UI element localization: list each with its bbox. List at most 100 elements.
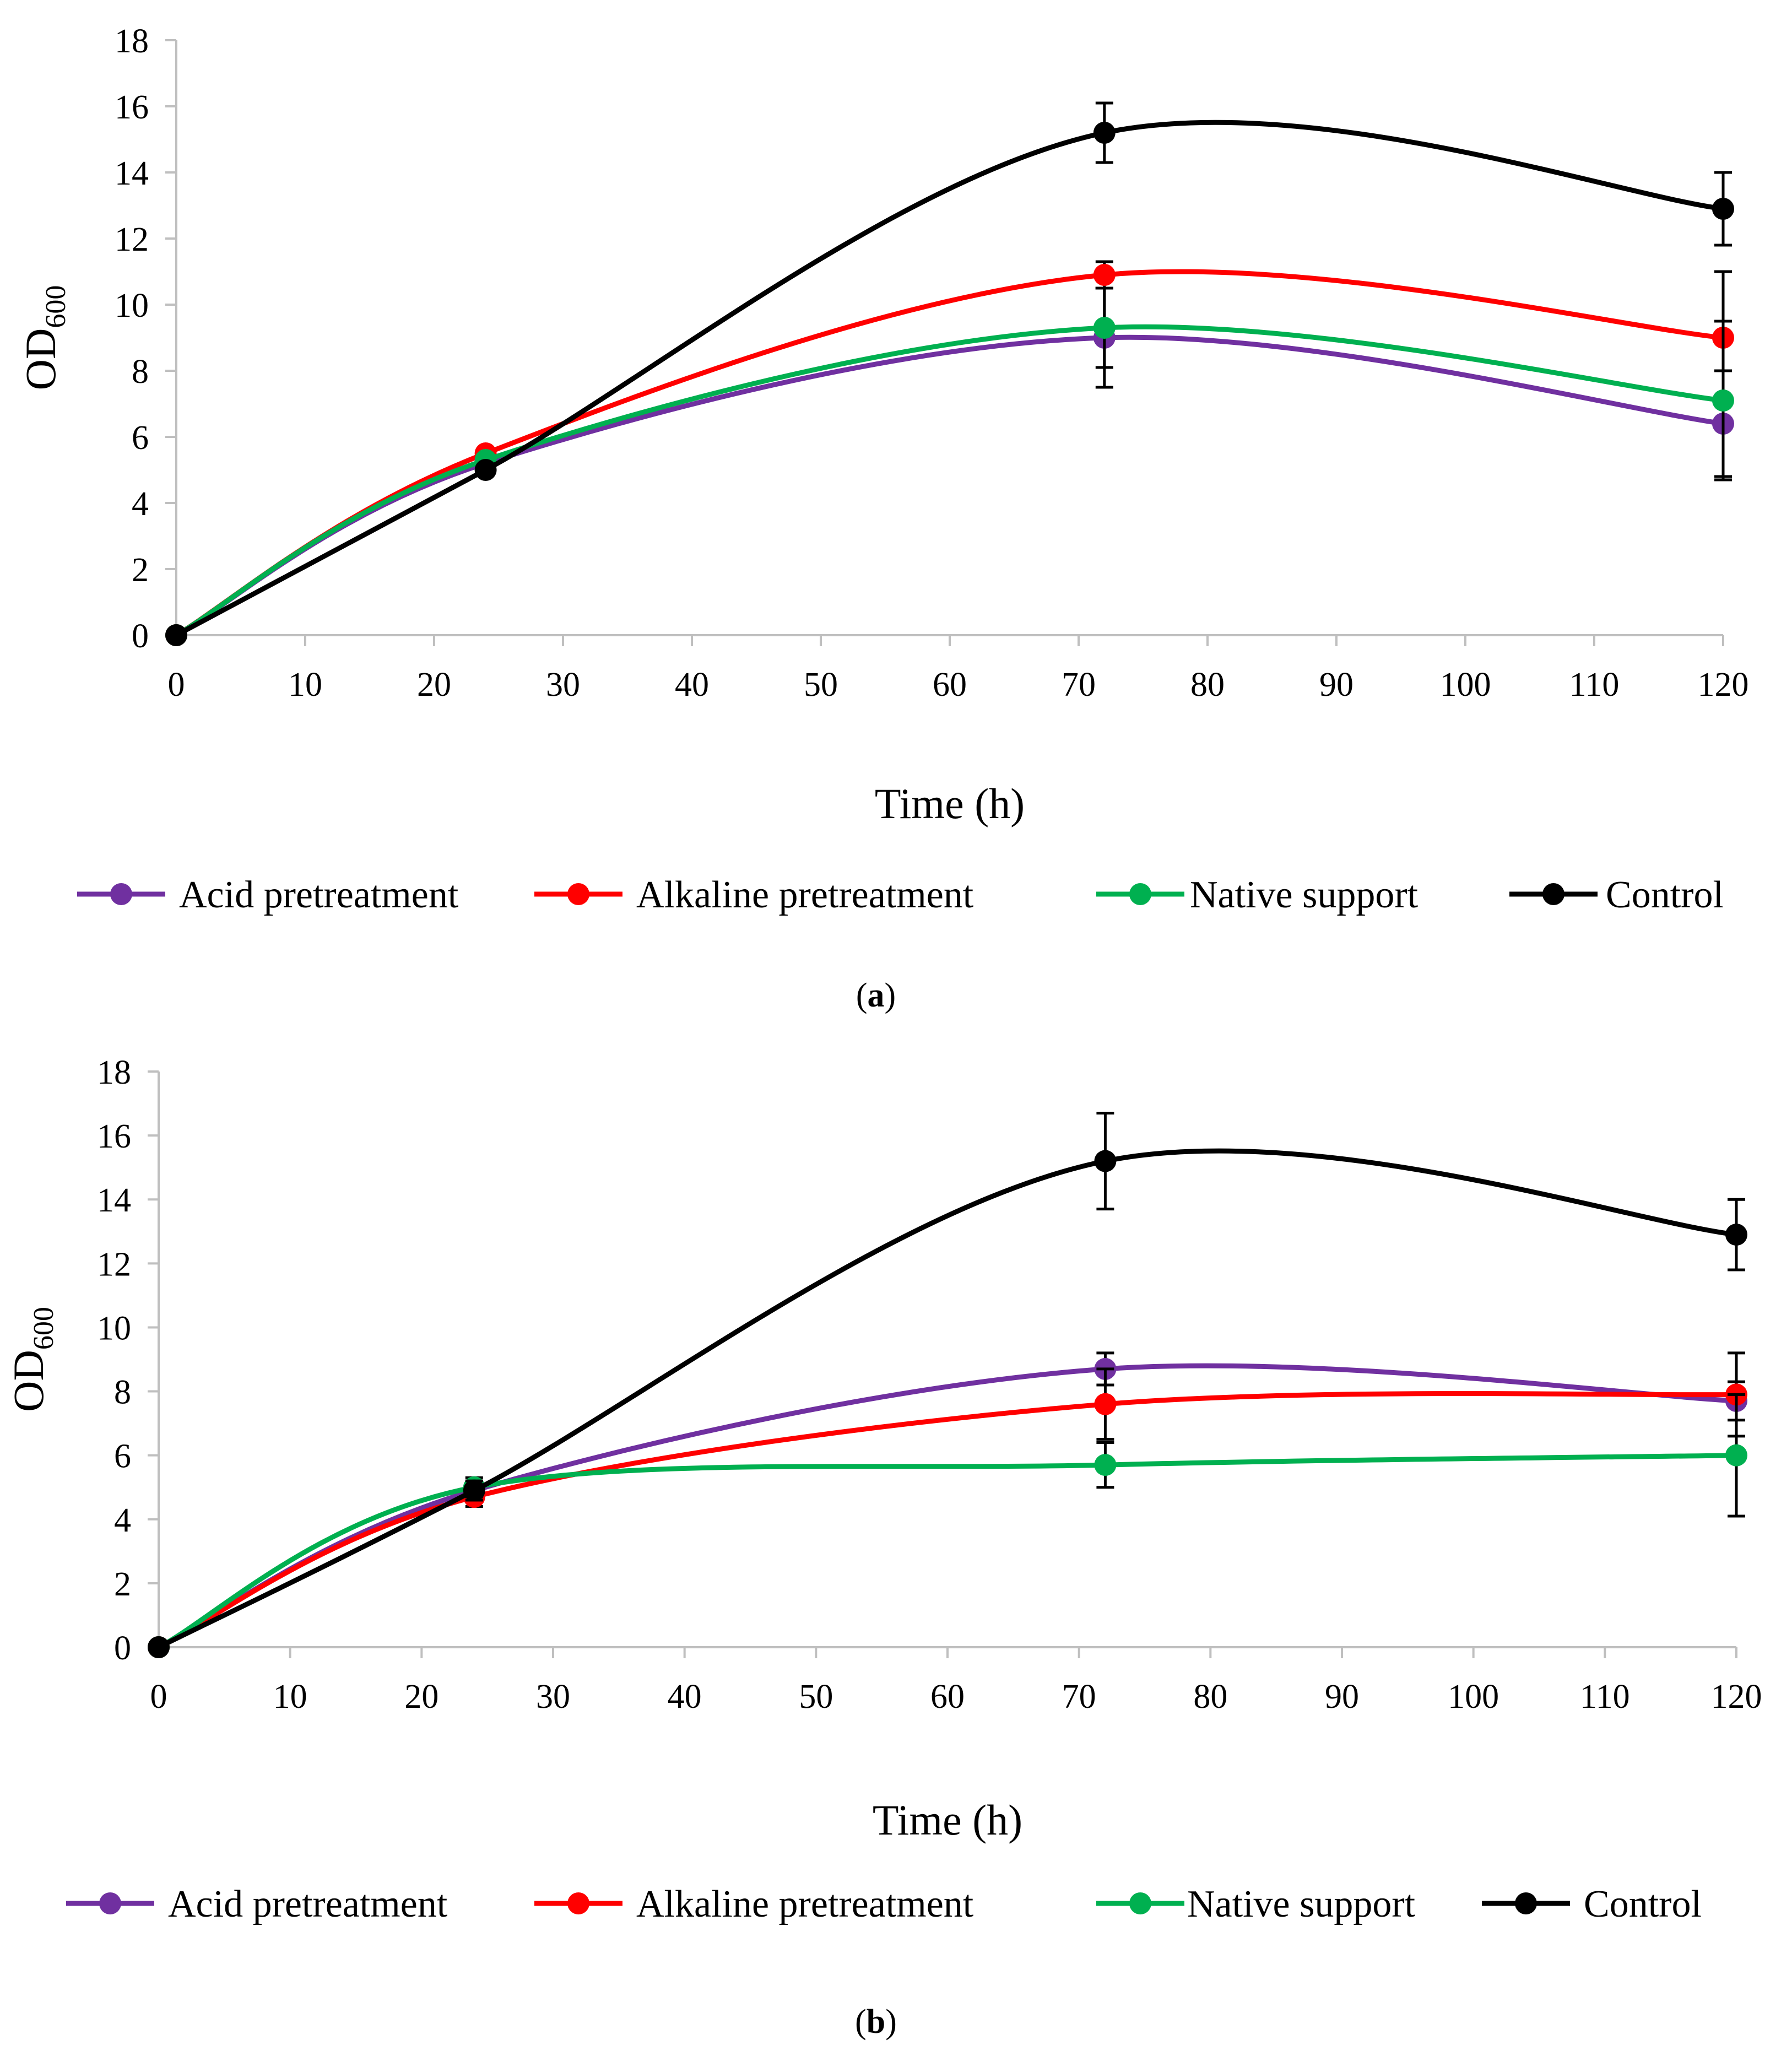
chart-a-legend-marker-alkaline-pretreatment bbox=[567, 883, 589, 905]
chart-b-y-tick-label: 0 bbox=[114, 1630, 131, 1667]
chart-a-x-axis-title: Time (h) bbox=[875, 780, 1025, 827]
chart-b-series-line-alkaline-pretreatment bbox=[156, 1391, 1739, 1650]
chart-a-y-tick-label: 10 bbox=[115, 287, 149, 324]
chart-b-y-tick-label: 12 bbox=[97, 1246, 131, 1283]
chart-a-x-tick-label: 80 bbox=[1190, 666, 1225, 704]
chart-b-series-line-native-support bbox=[156, 1453, 1739, 1650]
chart-b-data-point-native-support bbox=[1094, 1454, 1117, 1476]
chart-b-series-acid-pretreatment bbox=[148, 1351, 1747, 1658]
chart-a-series-line-control bbox=[174, 120, 1726, 638]
chart-b-legend-label-native-support: Native support bbox=[1187, 1883, 1416, 1925]
chart-b-x-axis-title: Time (h) bbox=[873, 1796, 1022, 1844]
chart-a-x-tick-label: 0 bbox=[168, 666, 185, 704]
chart-b-y-axis-title-subscript: 600 bbox=[28, 1307, 59, 1350]
caption-panel-b: (b) bbox=[855, 2003, 897, 2041]
chart-a-x-tick-label: 30 bbox=[546, 666, 580, 704]
chart-b-series-line-acid-pretreatment bbox=[156, 1363, 1739, 1650]
chart-a-legend-item-control: Control bbox=[1509, 874, 1724, 916]
chart-a-y-tick-label: 8 bbox=[132, 353, 149, 391]
chart-a-legend-label-alkaline-pretreatment: Alkaline pretreatment bbox=[636, 874, 974, 916]
chart-a-x-tick-label: 90 bbox=[1319, 666, 1354, 704]
chart-b-legend: Acid pretreatment Alkaline pretreatment Na… bbox=[66, 1883, 1702, 1925]
chart-b-y-axis-title-main: OD bbox=[4, 1350, 52, 1412]
chart-a-axes: 0 2 4 6 8 10 12 14 16 18 0 10 20 30 40 50 60 70 80 90 100 110… bbox=[115, 23, 1749, 704]
chart-b-x-tick-label: 10 bbox=[273, 1678, 307, 1716]
chart-a-legend-marker-native-support bbox=[1129, 883, 1151, 905]
chart-b-y-tick-label: 2 bbox=[114, 1566, 131, 1603]
chart-b-y-tick-label: 16 bbox=[97, 1118, 131, 1155]
chart-a-x-tick-label: 100 bbox=[1440, 666, 1491, 704]
chart-b-series-alkaline-pretreatment bbox=[148, 1351, 1747, 1658]
chart-b-y-tick-label: 6 bbox=[114, 1438, 131, 1475]
chart-a-x-tick-label: 60 bbox=[933, 666, 967, 704]
chart-a-y-tick-label: 4 bbox=[132, 485, 149, 523]
chart-b-series-line-control bbox=[156, 1148, 1739, 1650]
chart-a-series-line-native-support bbox=[174, 324, 1726, 638]
chart-b-x-tick-label: 110 bbox=[1580, 1678, 1630, 1716]
chart-b-x-tick-label: 30 bbox=[536, 1678, 570, 1716]
chart-b-data-point-control bbox=[148, 1636, 170, 1658]
chart-b-legend-marker-control bbox=[1515, 1892, 1537, 1914]
chart-b-legend-label-control: Control bbox=[1584, 1883, 1702, 1925]
caption-panel-a: (a) bbox=[856, 977, 896, 1014]
chart-a-y-axis-title-main: OD bbox=[17, 328, 64, 391]
chart-a-legend: Acid pretreatment Alkaline pretreatment Na… bbox=[77, 874, 1724, 916]
chart-b-x-tick-label: 120 bbox=[1711, 1678, 1762, 1716]
chart-b-x-tick-label: 0 bbox=[150, 1678, 167, 1716]
chart-a-data-point-alkaline-pretreatment bbox=[1093, 264, 1116, 286]
chart-b-legend-item-alkaline-pretreatment: Alkaline pretreatment bbox=[534, 1883, 974, 1925]
chart-b-x-tick-label: 40 bbox=[668, 1678, 702, 1716]
chart-a-data-point-native-support bbox=[1093, 317, 1116, 339]
chart-b-x-tick-label: 100 bbox=[1448, 1678, 1499, 1716]
chart-b-data-point-control bbox=[463, 1479, 485, 1502]
chart-a-y-axis-title-subscript: 600 bbox=[40, 285, 72, 328]
chart-a-data-point-control bbox=[1093, 122, 1116, 144]
chart-b-legend-marker-native-support bbox=[1129, 1892, 1151, 1914]
chart-b-data-point-control bbox=[1094, 1150, 1117, 1172]
chart-a-legend-item-acid-pretreatment: Acid pretreatment bbox=[77, 874, 459, 916]
chart-a-legend-item-native-support: Native support bbox=[1096, 874, 1419, 916]
chart-b-legend-marker-acid-pretreatment bbox=[99, 1892, 121, 1914]
chart-b-y-tick-label: 4 bbox=[114, 1502, 131, 1539]
chart-a-x-tick-label: 10 bbox=[288, 666, 322, 704]
chart-a-series-control bbox=[165, 101, 1734, 646]
chart-b-data-point-control bbox=[1725, 1224, 1747, 1246]
chart-b-legend-marker-alkaline-pretreatment bbox=[567, 1892, 589, 1914]
chart-b-legend-label-acid-pretreatment: Acid pretreatment bbox=[168, 1883, 448, 1925]
chart-b-x-tick-label: 50 bbox=[799, 1678, 833, 1716]
chart-b-data-point-alkaline-pretreatment bbox=[1094, 1393, 1117, 1415]
chart-panel-b: 0 2 4 6 8 10 12 14 16 18 0 10 20 30 40 50 60 70 80 90 100 110… bbox=[4, 1054, 1762, 1925]
chart-a-y-tick-label: 2 bbox=[132, 551, 149, 589]
chart-b-x-tick-label: 70 bbox=[1062, 1678, 1096, 1716]
chart-b-x-tick-label: 20 bbox=[404, 1678, 438, 1716]
chart-a-legend-label-acid-pretreatment: Acid pretreatment bbox=[179, 874, 459, 916]
chart-b-data-point-native-support bbox=[1725, 1444, 1747, 1467]
chart-a-y-tick-label: 14 bbox=[115, 155, 149, 192]
chart-a-y-tick-label: 16 bbox=[115, 89, 149, 126]
chart-b-legend-label-alkaline-pretreatment: Alkaline pretreatment bbox=[636, 1883, 974, 1925]
chart-a-series-alkaline-pretreatment bbox=[165, 260, 1734, 646]
chart-a-legend-label-native-support: Native support bbox=[1190, 874, 1419, 916]
chart-b-legend-item-acid-pretreatment: Acid pretreatment bbox=[66, 1883, 448, 1925]
chart-b-legend-item-control: Control bbox=[1482, 1883, 1702, 1925]
chart-a-x-tick-label: 120 bbox=[1698, 666, 1749, 704]
chart-a-series-native-support bbox=[165, 286, 1734, 646]
chart-a-y-tick-label: 18 bbox=[115, 23, 149, 60]
chart-a-legend-label-control: Control bbox=[1606, 874, 1724, 916]
chart-b-x-tick-label: 80 bbox=[1193, 1678, 1227, 1716]
chart-a-data-point-control bbox=[165, 624, 187, 646]
chart-a-y-axis-title: OD600 bbox=[17, 285, 72, 391]
chart-b-axes: 0 2 4 6 8 10 12 14 16 18 0 10 20 30 40 50 60 70 80 90 100 110… bbox=[97, 1054, 1762, 1716]
chart-a-legend-marker-control bbox=[1542, 883, 1564, 905]
chart-a-legend-marker-acid-pretreatment bbox=[110, 883, 132, 905]
chart-a-x-tick-label: 50 bbox=[804, 666, 838, 704]
chart-a-data-point-native-support bbox=[1712, 389, 1734, 412]
chart-a-legend-item-alkaline-pretreatment: Alkaline pretreatment bbox=[534, 874, 974, 916]
chart-a-x-tick-label: 20 bbox=[417, 666, 451, 704]
chart-b-y-tick-label: 10 bbox=[97, 1310, 131, 1347]
chart-b-series-control bbox=[148, 1111, 1747, 1658]
chart-b-y-tick-label: 18 bbox=[97, 1054, 131, 1091]
chart-b-x-tick-label: 60 bbox=[930, 1678, 965, 1716]
chart-a-data-point-control bbox=[474, 459, 497, 481]
